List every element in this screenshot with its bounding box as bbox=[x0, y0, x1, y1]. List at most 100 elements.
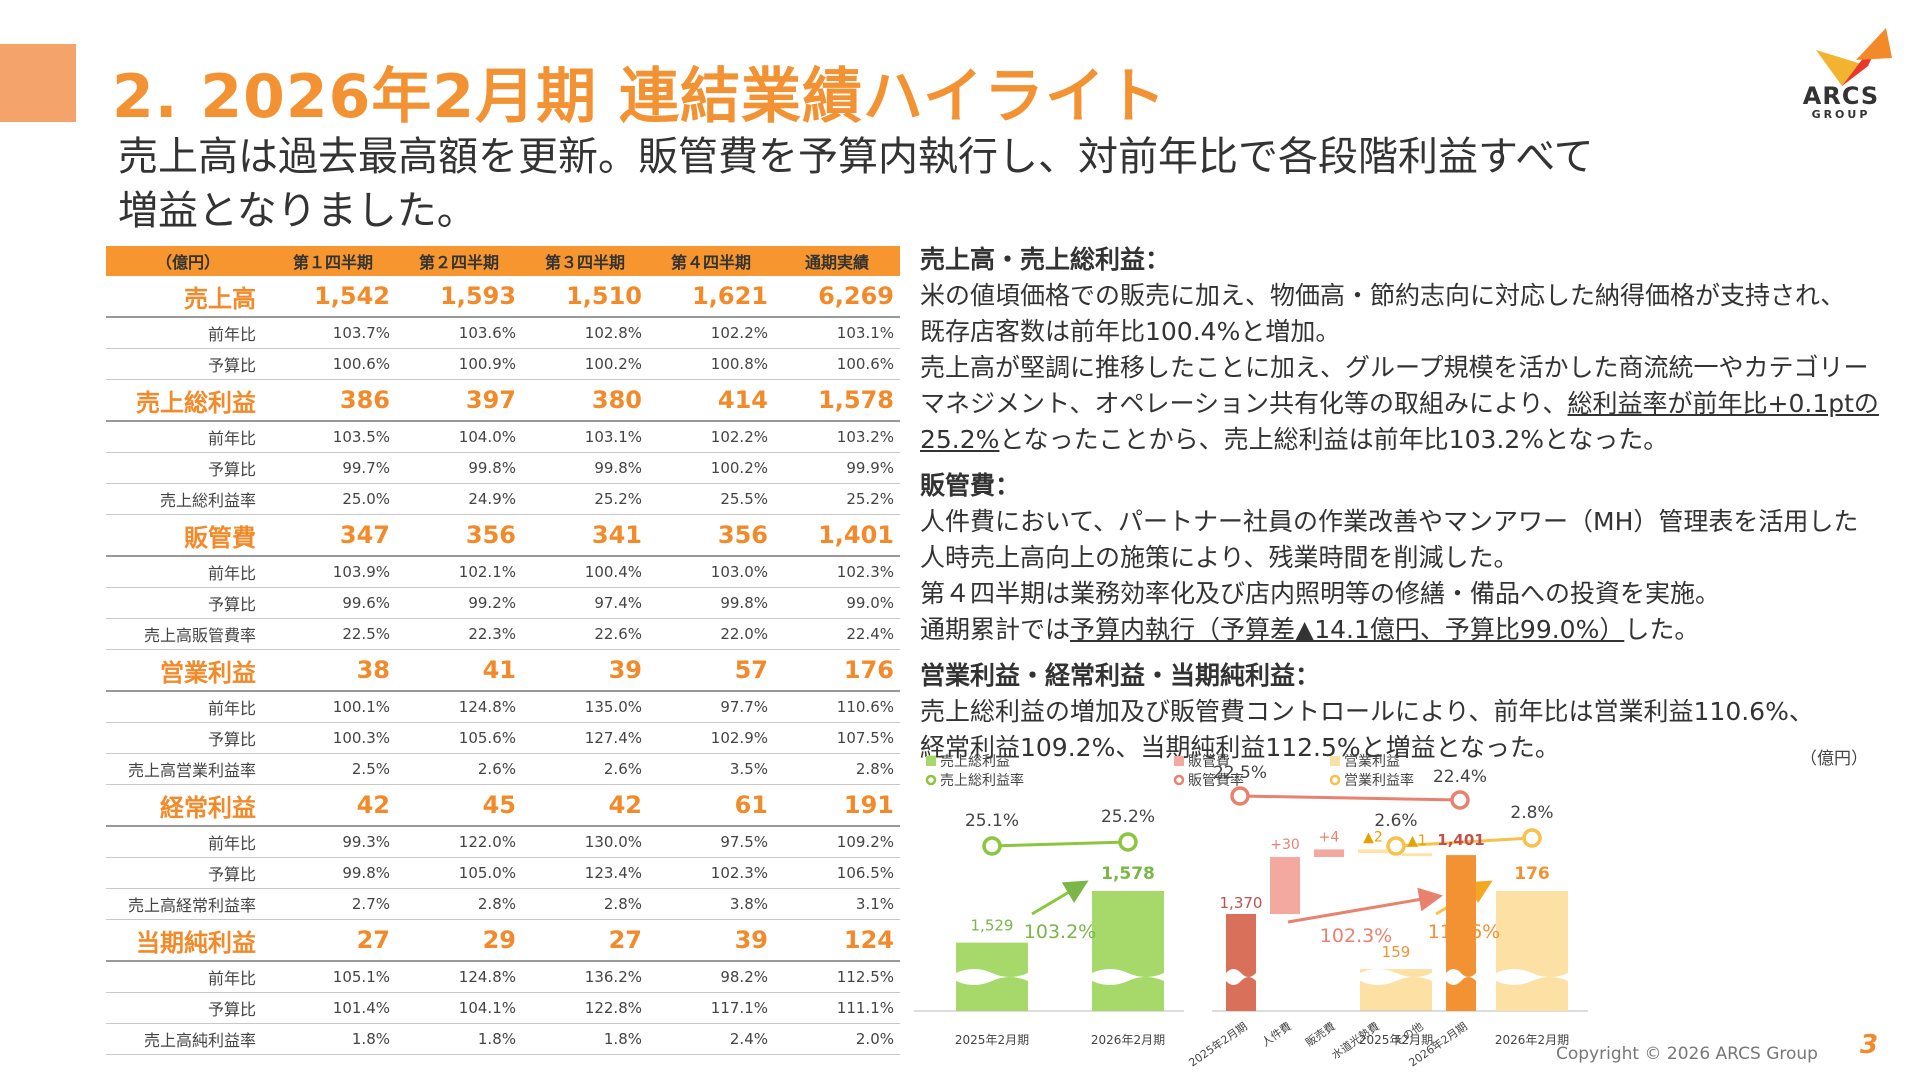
subtitle-line: 増益となりました。 bbox=[118, 188, 477, 234]
table-cell: 100.6% bbox=[270, 348, 396, 380]
table-cell: 101.4% bbox=[270, 992, 396, 1024]
table-cell: 99.8% bbox=[522, 452, 648, 484]
table-cell: 61 bbox=[648, 784, 774, 827]
row-label: 前年比 bbox=[106, 421, 270, 453]
table-cell: 3.8% bbox=[648, 888, 774, 920]
tick-label: 人件費 bbox=[1259, 1019, 1294, 1049]
table-header: （億円） bbox=[106, 246, 270, 276]
logo-text: ARCS bbox=[1802, 82, 1880, 110]
table-cell: 123.4% bbox=[522, 857, 648, 889]
row-label: 営業利益 bbox=[106, 649, 270, 692]
table-cell: 104.0% bbox=[396, 421, 522, 453]
tick-label: 2026年2月期 bbox=[1495, 1033, 1569, 1047]
row-label: 当期純利益 bbox=[106, 919, 270, 962]
table-cell: 2.8% bbox=[522, 888, 648, 920]
table-cell: 2.6% bbox=[522, 753, 648, 785]
comment-text: 通期累計では bbox=[920, 615, 1071, 644]
table-row: 売上高営業利益率 2.5% 2.6% 2.6% 3.5% 2.8% bbox=[106, 753, 900, 785]
rate-point bbox=[1450, 790, 1470, 810]
table-cell: 111.1% bbox=[774, 992, 900, 1024]
bar bbox=[1402, 853, 1432, 857]
table-cell: 124.8% bbox=[396, 961, 522, 993]
table-cell: 103.5% bbox=[270, 421, 396, 453]
data-label: 1,370 bbox=[1220, 894, 1263, 912]
rate-label: 22.4% bbox=[1433, 767, 1487, 787]
tick-label: 2026年2月期 bbox=[1091, 1033, 1165, 1047]
table-cell: 27 bbox=[270, 919, 396, 962]
rate-label: 25.2% bbox=[1101, 807, 1155, 827]
data-label: 1,401 bbox=[1437, 831, 1484, 849]
table-cell: 99.8% bbox=[396, 452, 522, 484]
bar bbox=[1314, 849, 1344, 857]
table-cell: 99.8% bbox=[648, 587, 774, 619]
table-cell: 103.6% bbox=[396, 317, 522, 349]
table-cell: 100.6% bbox=[774, 348, 900, 380]
rate-line bbox=[991, 840, 1129, 848]
table-cell: 57 bbox=[648, 649, 774, 692]
table-cell: 135.0% bbox=[522, 691, 648, 723]
table-cell: 122.8% bbox=[522, 992, 648, 1024]
row-label: 売上高純利益率 bbox=[106, 1023, 270, 1055]
table-cell: 124 bbox=[774, 919, 900, 962]
table-cell: 97.4% bbox=[522, 587, 648, 619]
table-cell: 105.0% bbox=[396, 857, 522, 889]
table-cell: 117.1% bbox=[648, 992, 774, 1024]
bar bbox=[1226, 914, 1256, 1011]
rate-label: 25.1% bbox=[965, 811, 1019, 831]
row-label: 前年比 bbox=[106, 826, 270, 858]
table-row: 売上高経常利益率 2.7% 2.8% 2.8% 3.8% 3.1% bbox=[106, 888, 900, 920]
table-cell: 1.8% bbox=[396, 1023, 522, 1055]
rate-point bbox=[982, 836, 1002, 856]
growth-label: 103.2% bbox=[1024, 921, 1096, 943]
comment-text: となったことから、売上総利益は前年比103.2%となった。 bbox=[999, 425, 1669, 454]
table-cell: 99.7% bbox=[270, 452, 396, 484]
table-cell: 102.9% bbox=[648, 722, 774, 754]
bar bbox=[1496, 891, 1568, 1011]
table-cell: 42 bbox=[270, 784, 396, 827]
table-cell: 1,578 bbox=[774, 379, 900, 422]
table-header: 第３四半期 bbox=[522, 246, 648, 276]
row-label: 予算比 bbox=[106, 452, 270, 484]
table-cell: 25.2% bbox=[522, 483, 648, 515]
table-row: 予算比 100.3% 105.6% 127.4% 102.9% 107.5% bbox=[106, 722, 900, 754]
table-cell: 2.0% bbox=[774, 1023, 900, 1055]
table-cell: 356 bbox=[648, 514, 774, 557]
section-heading: 販管費： bbox=[920, 471, 1021, 500]
title-accent-block bbox=[0, 44, 76, 122]
table-cell: 122.0% bbox=[396, 826, 522, 858]
table-cell: 176 bbox=[774, 649, 900, 692]
table-row: 予算比 101.4% 104.1% 122.8% 117.1% 111.1% bbox=[106, 992, 900, 1024]
table-row: 予算比 99.6% 99.2% 97.4% 99.8% 99.0% bbox=[106, 587, 900, 619]
table-row: 前年比 100.1% 124.8% 135.0% 97.7% 110.6% bbox=[106, 691, 900, 723]
comment-text: した。 bbox=[1624, 615, 1700, 644]
table-cell: 100.2% bbox=[522, 348, 648, 380]
logo-subtext: GROUP bbox=[1811, 108, 1871, 121]
rate-line bbox=[1395, 836, 1533, 848]
table-cell: 38 bbox=[270, 649, 396, 692]
table-header-row: （億円） 第１四半期 第２四半期 第３四半期 第４四半期 通期実績 bbox=[106, 246, 900, 276]
table-cell: 100.4% bbox=[522, 556, 648, 588]
row-label: 売上高経常利益率 bbox=[106, 888, 270, 920]
page-title: 2. 2026年2月期 連結業績ハイライト bbox=[112, 62, 1167, 132]
table-cell: 103.0% bbox=[648, 556, 774, 588]
rate-label: 2.8% bbox=[1510, 803, 1553, 823]
table-row: 経常利益 42 45 42 61 191 bbox=[106, 784, 900, 827]
table-row: 売上高 1,542 1,593 1,510 1,621 6,269 bbox=[106, 276, 900, 318]
table-cell: 99.0% bbox=[774, 587, 900, 619]
row-label: 売上高営業利益率 bbox=[106, 753, 270, 785]
sales-section: 売上高・売上総利益： 米の値頃価格での販売に加え、物価高・節約志向に対応した納得… bbox=[920, 242, 1900, 458]
table-cell: 347 bbox=[270, 514, 396, 557]
table-cell: 102.2% bbox=[648, 317, 774, 349]
table-cell: 1.8% bbox=[522, 1023, 648, 1055]
row-label: 売上総利益 bbox=[106, 379, 270, 422]
table-cell: 112.5% bbox=[774, 961, 900, 993]
data-label: 1,578 bbox=[1101, 864, 1155, 884]
axis-break bbox=[1496, 969, 1568, 985]
table-cell: 103.7% bbox=[270, 317, 396, 349]
data-label: ▲2 bbox=[1363, 829, 1383, 845]
table-cell: 25.5% bbox=[648, 483, 774, 515]
table-cell: 105.1% bbox=[270, 961, 396, 993]
table-cell: 100.1% bbox=[270, 691, 396, 723]
table-row: 前年比 103.7% 103.6% 102.8% 102.2% 103.1% bbox=[106, 317, 900, 349]
table-cell: 99.2% bbox=[396, 587, 522, 619]
